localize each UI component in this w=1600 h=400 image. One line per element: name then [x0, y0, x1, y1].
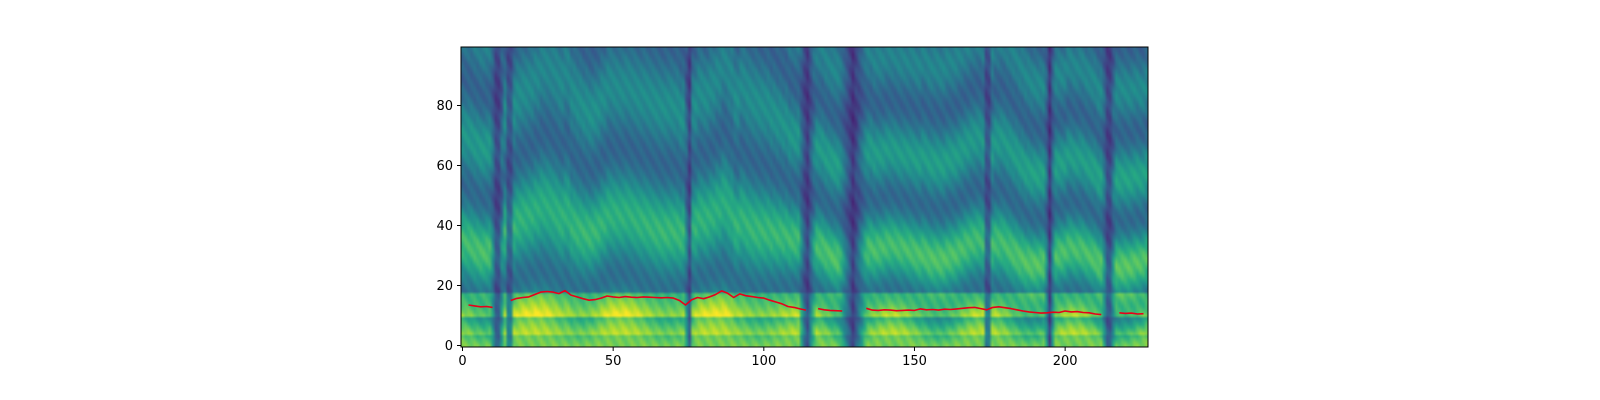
x-tick-label: 0 — [458, 354, 466, 369]
y-tick-label: 80 — [436, 99, 453, 114]
heatmap-cells — [461, 47, 1148, 347]
y-tick-label: 20 — [436, 279, 453, 294]
x-tick-label: 50 — [605, 354, 622, 369]
x-axis: 0 50 100 150 200 — [458, 347, 1078, 369]
pitch-segment-3 — [817, 307, 843, 312]
x-tick-label: 100 — [751, 354, 776, 369]
y-tick-label: 40 — [436, 219, 453, 234]
pitch-segment-2 — [510, 289, 807, 311]
x-tick-label: 150 — [902, 354, 927, 369]
pitch-contour — [468, 289, 1144, 316]
spectrogram-heatmap — [461, 47, 1148, 347]
x-tick-label: 200 — [1053, 354, 1078, 369]
plot-frame — [460, 46, 1149, 348]
pitch-segment-5 — [1119, 312, 1144, 315]
y-tick-label: 0 — [445, 339, 453, 354]
y-axis: 0 20 40 60 80 — [436, 99, 461, 354]
pitch-segment-4 — [866, 305, 1102, 316]
y-tick-label: 60 — [436, 159, 453, 174]
pitch-segment-1 — [468, 304, 493, 309]
